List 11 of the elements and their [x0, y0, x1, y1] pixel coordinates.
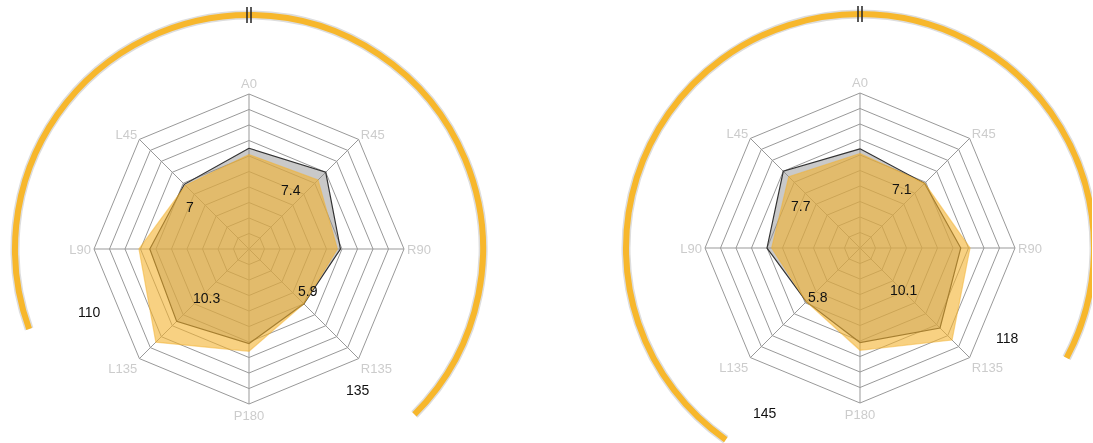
text: 7.1 [892, 181, 912, 197]
text: 135 [346, 382, 370, 398]
text: 5.8 [808, 289, 828, 305]
text: 118 [996, 330, 1019, 346]
text: 145 [753, 405, 777, 421]
text: 7.4 [281, 182, 301, 198]
text: 10.3 [193, 290, 221, 306]
text: 10.1 [890, 282, 918, 298]
text: 7.7 [791, 198, 811, 214]
text: 7 [186, 199, 194, 215]
text: 110 [78, 304, 101, 320]
